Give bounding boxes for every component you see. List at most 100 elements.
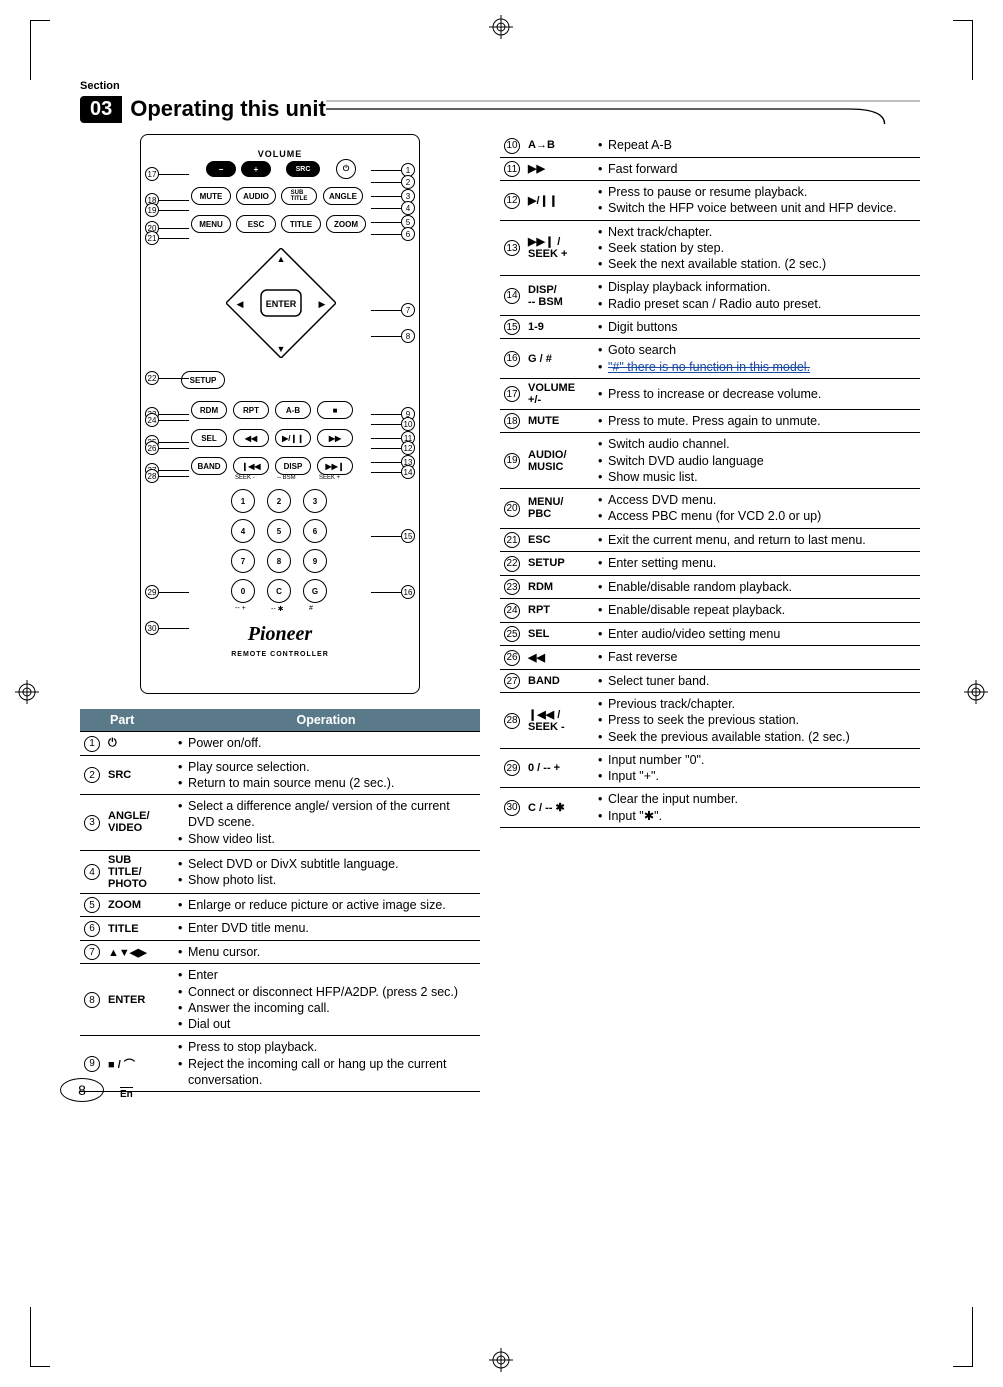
row-number: 29 [504, 760, 520, 776]
callout-number: 4 [401, 201, 415, 215]
table-row: 14DISP/-- BSMDisplay playback informatio… [500, 276, 920, 316]
part-label: MUTE [524, 409, 592, 433]
part-label: ANGLE/VIDEO [104, 795, 172, 851]
audio-button: AUDIO [236, 187, 276, 205]
part-label: ■ / ⌒ [104, 1036, 172, 1092]
leader-line [159, 378, 189, 379]
table-row: 11▶▶Fast forward [500, 157, 920, 181]
leader-line [371, 234, 401, 235]
callout-number: 2 [401, 175, 415, 189]
col-operation: Operation [172, 709, 480, 732]
leader-line [159, 628, 189, 629]
operation-item: Fast reverse [596, 649, 916, 665]
leader-line [371, 336, 401, 337]
operation-item: Input number "0". [596, 752, 916, 768]
row-number: 13 [504, 240, 520, 256]
band-button: BAND [191, 457, 227, 475]
row-number: 23 [504, 579, 520, 595]
table-row: 25SELEnter audio/video setting menu [500, 622, 920, 646]
table-row: 27BANDSelect tuner band. [500, 669, 920, 693]
bsm-label: -- BSM [277, 475, 296, 481]
brand-logo: Pioneer [248, 623, 312, 646]
part-label: 1-9 [524, 315, 592, 339]
row-number: 3 [84, 815, 100, 831]
part-label: VOLUME+/- [524, 378, 592, 409]
table-row: 6TITLEEnter DVD title menu. [80, 917, 480, 941]
table-row: 17VOLUME+/-Press to increase or decrease… [500, 378, 920, 409]
row-number: 20 [504, 501, 520, 517]
mute-button: MUTE [191, 187, 231, 205]
row-number: 4 [84, 864, 100, 880]
section-header: 03 Operating this unit [80, 94, 920, 124]
operation-item: Show video list. [176, 831, 476, 847]
row-number: 30 [504, 800, 520, 816]
leader-line [159, 476, 189, 477]
table-row: 2SRCPlay source selection.Return to main… [80, 755, 480, 795]
row-number: 22 [504, 556, 520, 572]
row-number: 18 [504, 413, 520, 429]
play-pause-button: ▶/❙❙ [275, 429, 311, 447]
table-row: 24RPTEnable/disable repeat playback. [500, 599, 920, 623]
table-row: 151-9Digit buttons [500, 315, 920, 339]
leader-line [159, 414, 189, 415]
part-label: ▶▶❙ /SEEK + [524, 220, 592, 276]
row-number: 12 [504, 193, 520, 209]
row-number: 21 [504, 532, 520, 548]
operation-item: Digit buttons [596, 319, 916, 335]
row-number: 9 [84, 1056, 100, 1072]
row-number: 1 [84, 736, 100, 752]
registration-mark [15, 680, 39, 704]
svg-text:▼: ▼ [277, 344, 286, 354]
brand-sublabel: REMOTE CONTROLLER [231, 651, 329, 658]
seek-plus-label: SEEK + [319, 475, 340, 481]
leader-line [159, 442, 189, 443]
menu-button: MENU [191, 215, 231, 233]
part-label: ▶/❙❙ [524, 181, 592, 221]
angle-button: ANGLE [323, 187, 363, 205]
table-row: 16G / #Goto search"#" there is no functi… [500, 339, 920, 379]
leader-line [159, 470, 189, 471]
header-rule [326, 94, 920, 124]
table-row: 23RDMEnable/disable random playback. [500, 575, 920, 599]
callout-number: 6 [401, 227, 415, 241]
src-button: SRC [286, 161, 320, 177]
dpad: ENTER ▲ ▼ ◀ ▶ [226, 248, 336, 358]
table-row: 30C / -- ✱Clear the input number.Input "… [500, 788, 920, 828]
page-number: 8 [60, 1078, 104, 1102]
row-number: 19 [504, 453, 520, 469]
operation-item: Access DVD menu. [596, 492, 916, 508]
callout-number: 30 [145, 621, 159, 635]
rev-button: ◀◀ [233, 429, 269, 447]
digit-4: 4 [231, 519, 255, 543]
leader-line [371, 222, 401, 223]
part-label: A→B [524, 134, 592, 157]
digit-0: 0 [231, 579, 255, 603]
clear-button: C [267, 579, 291, 603]
digit-9: 9 [303, 549, 327, 573]
part-label: RDM [524, 575, 592, 599]
leader-line [159, 200, 189, 201]
zoom-button: ZOOM [326, 215, 366, 233]
esc-button: ESC [236, 215, 276, 233]
registration-mark [489, 1348, 513, 1372]
operation-item: Show music list. [596, 469, 916, 485]
part-label: ❙◀◀ /SEEK - [524, 693, 592, 749]
section-label: Section [80, 80, 920, 92]
operation-item: Enter setting menu. [596, 555, 916, 571]
crop-mark [30, 20, 50, 80]
language-label: En [120, 1087, 133, 1100]
row-number: 27 [504, 673, 520, 689]
table-row: 22SETUPEnter setting menu. [500, 552, 920, 576]
zero-sub: -- + [235, 605, 246, 612]
g-sub: # [309, 605, 313, 612]
callout-number: 15 [401, 529, 415, 543]
leader-line [371, 462, 401, 463]
operation-item: Exit the current menu, and return to las… [596, 532, 916, 548]
reference-table-left: Part Operation 1⏻Power on/off.2SRCPlay s… [80, 709, 480, 1092]
svg-text:▲: ▲ [277, 254, 286, 264]
operation-item: Radio preset scan / Radio auto preset. [596, 296, 916, 312]
prev-button: ❙◀◀ [233, 457, 269, 475]
operation-item: Goto search [596, 342, 916, 358]
operation-item: Enter audio/video setting menu [596, 626, 916, 642]
operation-item: Select tuner band. [596, 673, 916, 689]
